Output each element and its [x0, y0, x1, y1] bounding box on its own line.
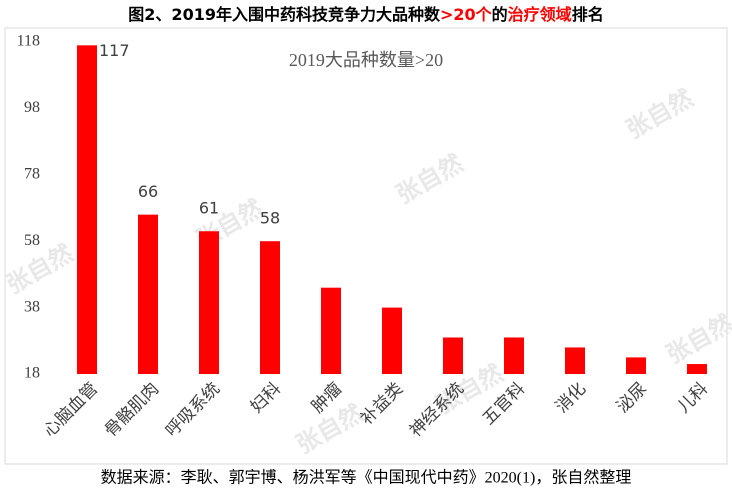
watermark: 张自然 [661, 309, 732, 369]
watermark: 张自然 [391, 149, 467, 209]
x-tick-label: 妇科 [247, 379, 285, 417]
x-tick-label: 消化 [552, 379, 590, 417]
title-part: 治疗领域 [508, 5, 572, 24]
bar [504, 337, 524, 374]
title-part: 图2、2019年入围中药科技竞争力大品种数 [128, 5, 441, 24]
y-tick-label: 118 [17, 33, 40, 50]
data-label: 58 [260, 209, 280, 228]
bar [443, 337, 463, 374]
title-part: 的 [492, 5, 508, 24]
annotation: 2019大品种数量>20 [289, 50, 443, 70]
bar [321, 287, 341, 374]
x-tick-label: 泌尿 [613, 379, 651, 417]
chart-title: 图2、2019年入围中药科技竞争力大品种数>20个的治疗领域排名 [128, 5, 603, 24]
title-part: >20个 [440, 5, 493, 24]
y-tick-label: 78 [24, 165, 40, 182]
watermark: 张自然 [621, 84, 697, 144]
x-tick-label: 心脑血管 [40, 379, 102, 441]
bar [687, 364, 707, 374]
x-tick-label: 儿科 [674, 379, 712, 417]
data-label: 117 [99, 41, 130, 60]
bar [626, 357, 646, 374]
x-tick-label: 补益类 [357, 379, 407, 429]
bar [77, 45, 97, 374]
x-tick-label: 骨骼肌肉 [101, 379, 163, 441]
y-tick-label: 38 [24, 298, 40, 315]
title-part: 排名 [572, 5, 604, 24]
bar [260, 241, 280, 374]
y-tick-label: 58 [24, 232, 40, 249]
y-tick-label: 18 [24, 365, 40, 382]
bar [199, 231, 219, 374]
data-label: 66 [138, 182, 158, 201]
x-tick-label: 呼吸系统 [162, 379, 224, 441]
source-note: 数据来源：李耿、郭宇博、杨洪军等《中国现代中药》2020(1)，张自然整理 [101, 469, 632, 487]
bar [382, 307, 402, 374]
bar [138, 214, 158, 374]
bar [565, 347, 585, 374]
data-label: 61 [199, 199, 219, 218]
y-tick-label: 98 [24, 99, 40, 116]
chart-frame [4, 27, 728, 465]
